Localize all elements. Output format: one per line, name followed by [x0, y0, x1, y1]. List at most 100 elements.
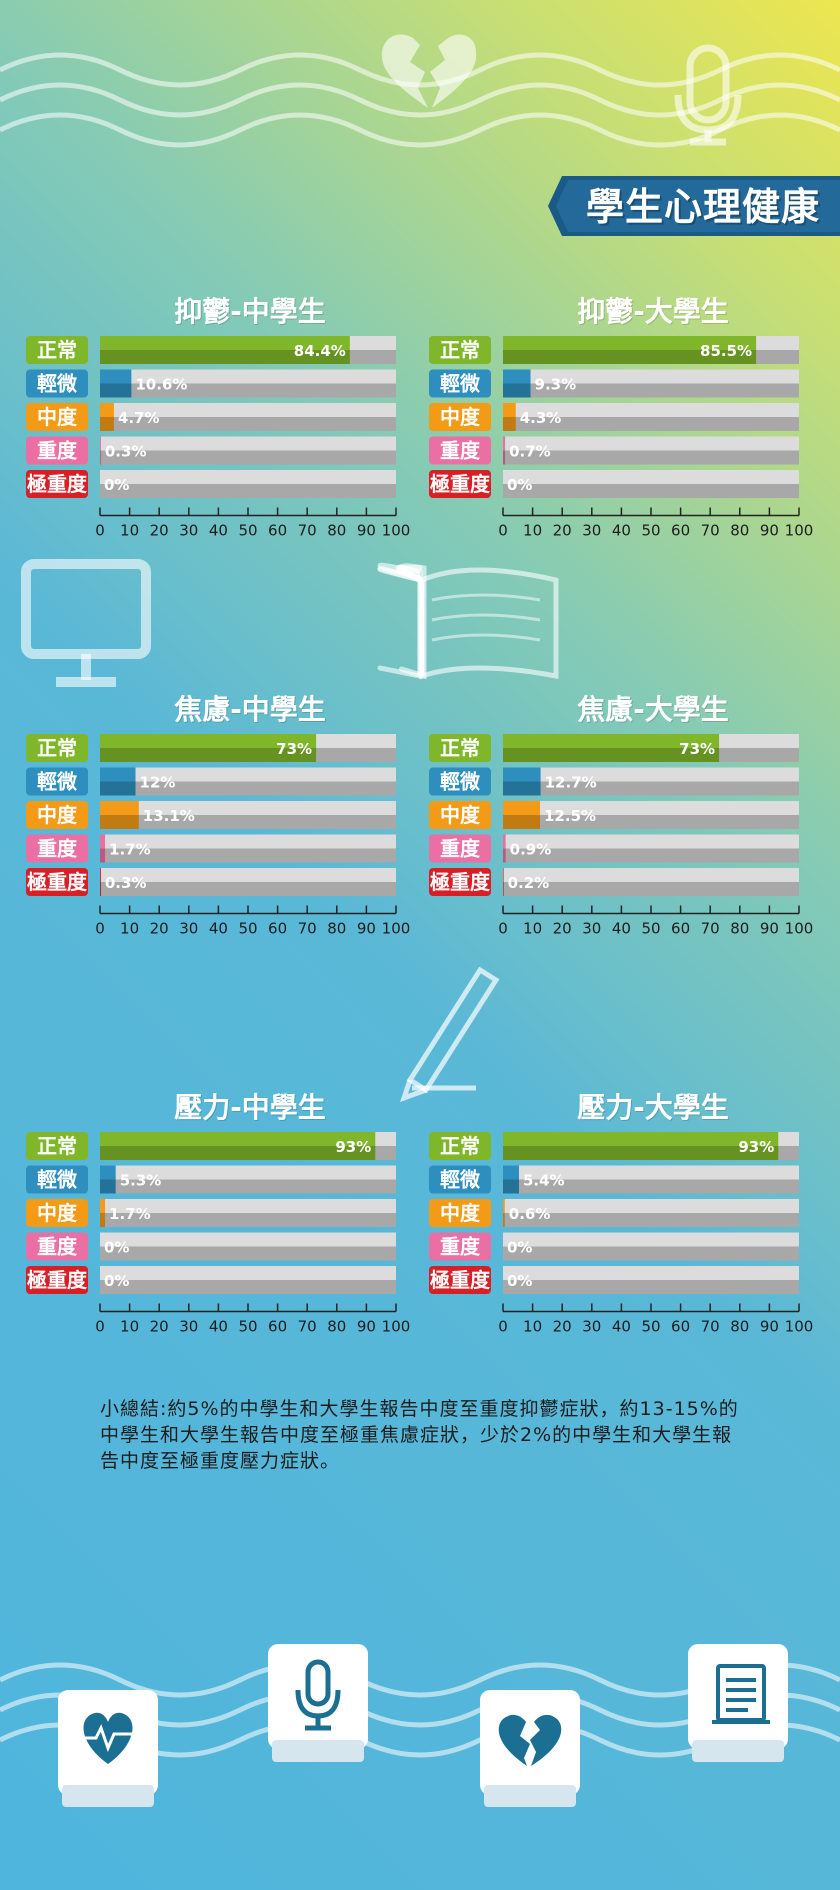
x-tick-label: 20 [553, 522, 572, 540]
data-label: 93% [738, 1138, 774, 1156]
category-label: 輕微 [440, 372, 480, 396]
x-tick-label: 80 [327, 920, 346, 938]
x-tick-label: 40 [612, 1318, 631, 1336]
data-label: 0% [507, 1239, 532, 1257]
chart-title-stress-university: 壓力-大學生 [577, 1091, 729, 1124]
category-label: 正常 [37, 736, 77, 760]
bar [100, 767, 136, 782]
data-label: 84.4% [294, 342, 346, 360]
x-tick-label: 60 [671, 522, 690, 540]
bar-track-top [503, 834, 799, 849]
data-label: 0.7% [509, 443, 551, 461]
x-tick-label: 20 [553, 920, 572, 938]
bar-track-top [503, 1232, 799, 1247]
x-tick-label: 30 [582, 1318, 601, 1336]
bar-shade [100, 1146, 376, 1160]
category-label-box [429, 1232, 491, 1261]
bar-track-bottom [100, 450, 396, 465]
bar-track-top [503, 801, 799, 815]
bar-track-top [503, 868, 799, 882]
category-label-box [429, 336, 491, 364]
x-tick-label: 50 [238, 522, 257, 540]
category-label-box [26, 834, 88, 863]
x-tick-label: 50 [238, 1318, 257, 1336]
chart-title-stress-secondary: 壓力-中學生 [174, 1091, 326, 1124]
category-label-box [429, 1199, 491, 1227]
category-label: 中度 [37, 405, 78, 429]
bar [100, 436, 101, 451]
bar [503, 801, 540, 815]
chart-anxiety-secondary: 正常 73% 輕微 12% 中度 13.1% 重度 1.7% 極重度 0.3% 0 10 20 30 40 5… [26, 734, 410, 938]
x-tick-label: 80 [327, 522, 346, 540]
x-tick-label: 60 [671, 920, 690, 938]
category-label: 極重度 [26, 472, 88, 496]
category-label-box [429, 403, 491, 431]
bar-shade [503, 882, 504, 896]
broken-heart-key-icon [498, 1714, 562, 1766]
bar-track-bottom [100, 1213, 396, 1227]
bar-track-top [100, 436, 396, 451]
data-label: 12.7% [545, 774, 597, 792]
x-tick-label: 100 [382, 522, 411, 540]
x-tick-label: 100 [382, 1318, 411, 1336]
bar-shade [503, 417, 516, 431]
category-label: 重度 [440, 837, 481, 861]
bar [503, 767, 541, 782]
category-label-box [429, 1165, 491, 1194]
category-label-box [26, 1199, 88, 1227]
x-tick-label: 20 [150, 522, 169, 540]
bar-track-top [100, 1232, 396, 1247]
x-tick-label: 40 [209, 522, 228, 540]
x-tick-label: 0 [498, 920, 508, 938]
bar-track-top [100, 403, 396, 417]
category-label: 中度 [37, 803, 78, 827]
bar-shade [503, 1179, 519, 1194]
data-label: 10.6% [135, 376, 187, 394]
bar-track-bottom [100, 1280, 396, 1294]
keycap-broken-heart [480, 1690, 580, 1807]
category-label-box [26, 734, 88, 762]
bar-track-bottom [100, 417, 396, 431]
keycap-scroll [688, 1644, 788, 1762]
x-tick-label: 10 [120, 1318, 139, 1336]
x-tick-label: 40 [209, 920, 228, 938]
x-tick-label: 90 [760, 522, 779, 540]
bar [100, 1132, 376, 1146]
data-label: 4.3% [520, 409, 562, 427]
summary-text: 小總結:約5%的中學生和大學生報告中度至重度抑鬱症狀，約13-15%的中學生和大… [100, 1398, 739, 1472]
bar-track-bottom [503, 848, 799, 863]
category-label-box [429, 1132, 491, 1160]
bar-shade [100, 882, 101, 896]
category-label-box [26, 1165, 88, 1194]
data-label: 85.5% [700, 342, 752, 360]
bar-shade [503, 350, 757, 364]
data-label: 13.1% [143, 807, 195, 825]
category-label: 中度 [440, 405, 481, 429]
category-label: 正常 [440, 736, 480, 760]
bar-track-bottom [503, 815, 799, 829]
x-tick-label: 100 [785, 920, 814, 938]
bar [100, 403, 114, 417]
bar-track-top [100, 767, 396, 782]
x-tick-label: 100 [785, 1318, 814, 1336]
x-tick-label: 80 [730, 1318, 749, 1336]
data-label: 0.2% [508, 874, 550, 892]
category-label-box [26, 436, 88, 465]
chart-stress-university: 正常 93% 輕微 5.4% 中度 0.6% 重度 0% 極重度 0% 0 10 20 30 40 50 60 7… [429, 1132, 814, 1336]
bar [503, 1165, 519, 1180]
bar-shade [100, 815, 139, 829]
x-tick-label: 30 [582, 522, 601, 540]
chart-title-anxiety-secondary: 焦慮-中學生 [174, 693, 326, 726]
heartbeat-icon [80, 1712, 136, 1764]
bar-track-bottom [100, 1246, 396, 1261]
bar-track-bottom [503, 1179, 799, 1194]
chart-stress-secondary: 正常 93% 輕微 5.3% 中度 1.7% 重度 0% 極重度 0% 0 10 20 30 40 50 60 7… [26, 1132, 411, 1336]
bar-track-top [100, 470, 396, 484]
bar [100, 1165, 116, 1180]
x-tick-label: 0 [498, 1318, 508, 1336]
data-label: 0% [104, 1239, 129, 1257]
bar-track-top [100, 868, 396, 882]
bar-shade [100, 450, 101, 465]
chart-depression-secondary: 正常 84.4% 輕微 10.6% 中度 4.7% 重度 0.3% 極重度 0% 0 10 20 30 40… [26, 336, 411, 540]
data-label: 5.4% [523, 1172, 565, 1190]
